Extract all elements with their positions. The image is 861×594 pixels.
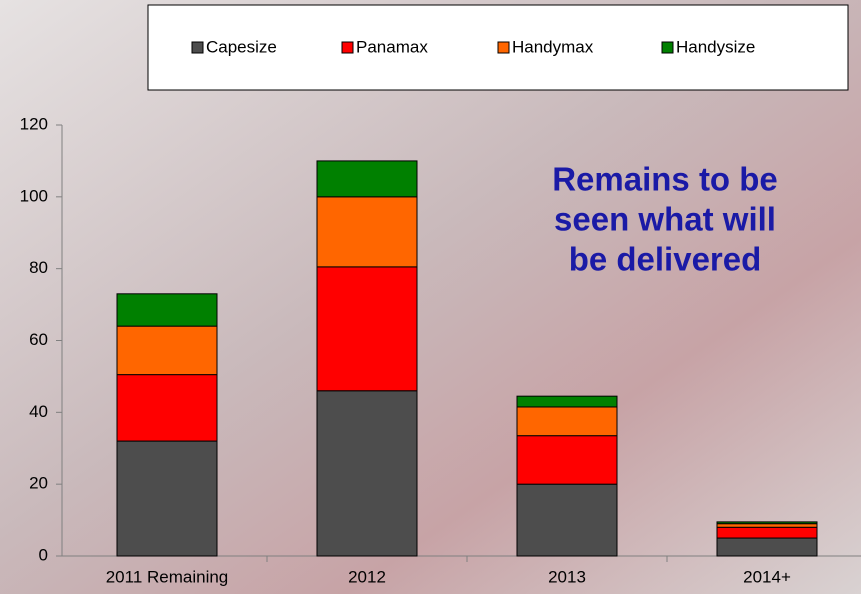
- legend-label: Handymax: [512, 37, 594, 56]
- bar-segment: [317, 391, 417, 556]
- x-tick-label: 2014+: [743, 567, 791, 586]
- bar-segment: [317, 267, 417, 391]
- x-tick-label: 2013: [548, 567, 586, 586]
- annotation-line: seen what will: [554, 201, 776, 238]
- y-tick-label: 80: [29, 258, 48, 277]
- bar-segment: [317, 197, 417, 267]
- x-tick-label: 2011 Remaining: [106, 567, 229, 586]
- legend-swatch: [342, 42, 353, 53]
- x-tick-label: 2012: [348, 567, 386, 586]
- bar-segment: [717, 524, 817, 528]
- bar-segment: [117, 375, 217, 441]
- bar-segment: [517, 436, 617, 484]
- legend-label: Handysize: [676, 37, 755, 56]
- bar-segment: [717, 527, 817, 538]
- bar-segment: [717, 538, 817, 556]
- y-tick-label: 0: [39, 545, 48, 564]
- bar-segment: [117, 294, 217, 326]
- legend-label: Panamax: [356, 37, 428, 56]
- chart: Capesize Panamax Handymax Handysize Remains…: [0, 0, 861, 594]
- y-tick-label: 120: [20, 114, 48, 133]
- legend-swatch: [192, 42, 203, 53]
- bar-segment: [317, 161, 417, 197]
- annotation-line: be delivered: [569, 241, 762, 278]
- y-tick-label: 20: [29, 474, 48, 493]
- y-tick-label: 40: [29, 402, 48, 421]
- bar-segment: [517, 484, 617, 556]
- legend-swatch: [498, 42, 509, 53]
- legend-swatch: [662, 42, 673, 53]
- bar-segment: [517, 407, 617, 436]
- legend-label: Capesize: [206, 37, 277, 56]
- y-tick-label: 100: [20, 186, 48, 205]
- bar-segment: [117, 326, 217, 374]
- bar-segment: [117, 441, 217, 556]
- bar-segment: [717, 522, 817, 524]
- annotation-line: Remains to be: [552, 161, 778, 198]
- bar-segment: [517, 396, 617, 407]
- y-tick-label: 60: [29, 330, 48, 349]
